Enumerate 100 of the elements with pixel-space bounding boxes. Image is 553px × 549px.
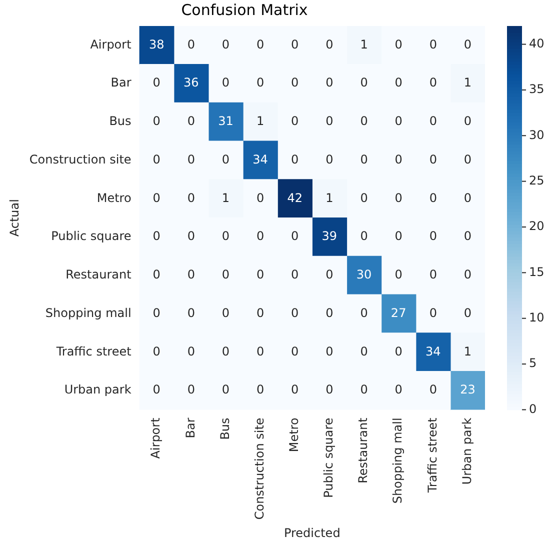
data-label: 0 (152, 382, 160, 397)
data-label: 1 (256, 114, 264, 128)
data-label: 0 (464, 37, 472, 52)
data-label: 0 (187, 382, 195, 397)
color-bar-label: 30 (529, 128, 544, 142)
data-label: 0 (291, 344, 299, 358)
data-label: 0 (152, 190, 160, 205)
data-label: 0 (256, 229, 264, 244)
y-axis-title: Actual (7, 199, 22, 237)
data-label: 0 (360, 306, 368, 320)
data-label: 38 (148, 37, 164, 52)
data-label: 0 (464, 114, 472, 128)
data-label: 0 (360, 190, 368, 205)
data-label: 0 (222, 306, 230, 320)
y-tick-label: Shopping mall (45, 306, 132, 320)
data-label: 0 (464, 268, 472, 282)
data-label: 0 (429, 76, 437, 90)
chart-title: Confusion Matrix (181, 0, 308, 19)
y-tick-label: Bar (110, 76, 132, 90)
data-label: 0 (187, 37, 195, 52)
x-tick-label: Shopping mall (390, 418, 405, 504)
data-label: 0 (394, 382, 402, 397)
data-label: 0 (429, 152, 437, 166)
data-label: 0 (256, 306, 264, 320)
data-label: 0 (394, 190, 402, 205)
color-bar-label: 20 (529, 219, 544, 234)
data-label: 0 (187, 114, 195, 128)
y-tick-label: Metro (96, 190, 132, 205)
data-label: 0 (222, 344, 230, 358)
data-label: 0 (152, 152, 160, 166)
data-label: 0 (429, 268, 437, 282)
data-label: 1 (464, 344, 472, 358)
data-label: 0 (222, 229, 230, 244)
data-label: 0 (394, 344, 402, 358)
data-label: 0 (326, 152, 334, 166)
y-tick-label: Restaurant (66, 268, 132, 282)
data-label: 0 (326, 306, 334, 320)
data-label: 0 (326, 344, 334, 358)
data-label: 0 (256, 190, 264, 205)
data-label: 0 (394, 37, 402, 52)
color-bar-label: 35 (529, 82, 544, 96)
data-label: 31 (218, 114, 234, 128)
data-label: 0 (360, 382, 368, 397)
data-label: 0 (187, 152, 195, 166)
data-label: 0 (429, 114, 437, 128)
y-tick-label: Traffic street (55, 344, 132, 358)
y-tick-label: Airport (90, 37, 132, 52)
data-label: 0 (360, 344, 368, 358)
data-label: 0 (394, 268, 402, 282)
data-label: 0 (326, 76, 334, 90)
data-label: 1 (222, 190, 230, 205)
data-label: 0 (222, 37, 230, 52)
data-label: 0 (222, 76, 230, 90)
data-label: 36 (184, 76, 199, 90)
data-label: 0 (187, 229, 195, 244)
data-label: 0 (187, 190, 195, 205)
data-label: 0 (152, 229, 160, 244)
x-axis-title: Predicted (284, 526, 340, 540)
data-label: 0 (222, 268, 230, 282)
data-label: 0 (152, 306, 160, 320)
data-label: 39 (322, 229, 338, 244)
data-label: 1 (326, 190, 334, 205)
data-label: 42 (287, 190, 303, 205)
data-label: 0 (394, 152, 402, 166)
y-tick-label: Construction site (29, 152, 132, 166)
data-label: 0 (187, 268, 195, 282)
data-label: 0 (429, 306, 437, 320)
data-label: 0 (187, 344, 195, 358)
data-label: 0 (291, 76, 299, 90)
y-tick-label: Bus (109, 114, 132, 128)
data-label: 0 (326, 382, 334, 397)
data-label: 0 (256, 268, 264, 282)
data-label: 0 (326, 114, 334, 128)
data-label: 0 (394, 114, 402, 128)
data-label: 0 (291, 306, 299, 320)
data-label: 1 (360, 37, 368, 52)
y-tick-label: Public square (51, 229, 132, 244)
y-tick-label: Urban park (64, 382, 132, 397)
color-bar-label: 25 (529, 173, 544, 188)
x-tick-label: Bar (183, 418, 198, 438)
data-label: 0 (256, 382, 264, 397)
color-bar-label: 0 (529, 402, 537, 416)
x-tick-label: Traffic street (425, 417, 440, 494)
x-tick-label: Metro (286, 418, 301, 452)
data-label: 0 (464, 152, 472, 166)
data-label: 0 (464, 229, 472, 244)
x-tick-label: Urban park (460, 418, 474, 485)
data-label: 0 (152, 76, 160, 90)
color-bar-label: 15 (529, 264, 544, 279)
data-label: 0 (429, 229, 437, 244)
data-label: 0 (152, 344, 160, 358)
data-label: 0 (256, 37, 264, 52)
data-label: 0 (291, 382, 299, 397)
data-label: 0 (222, 152, 230, 166)
data-label: 0 (429, 382, 437, 397)
data-label: 0 (187, 306, 195, 320)
data-label: 23 (460, 382, 476, 397)
data-label: 0 (360, 114, 368, 128)
data-label: 0 (291, 114, 299, 128)
data-label: 0 (429, 37, 437, 52)
